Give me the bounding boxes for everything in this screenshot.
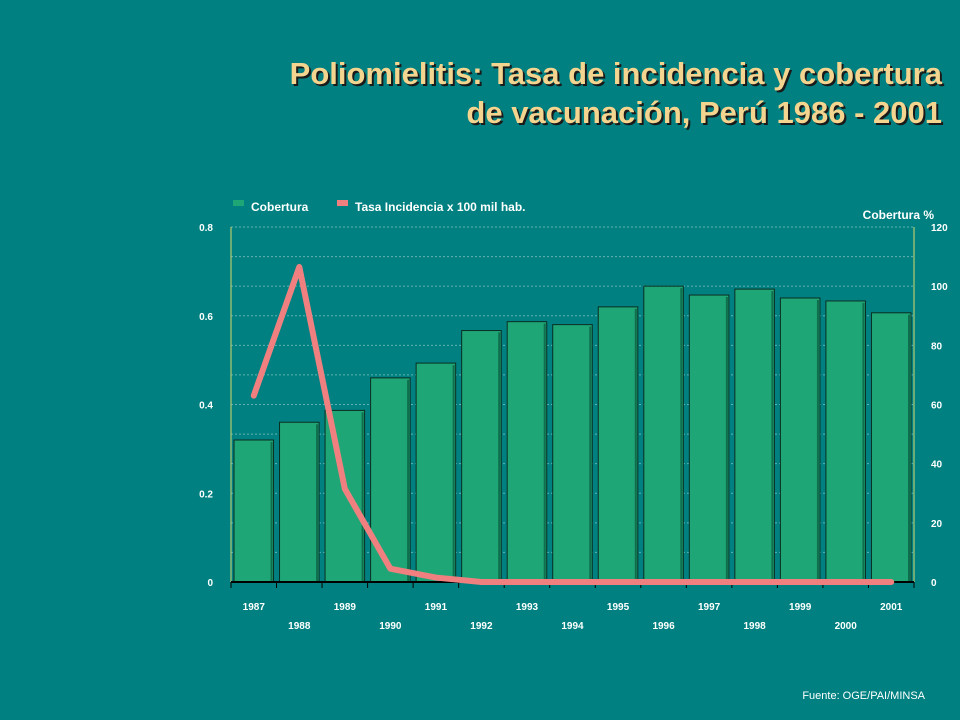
x-label-1990: 1990 bbox=[379, 621, 402, 632]
y-left-label: 0.2 bbox=[199, 489, 213, 500]
y-right-label: 120 bbox=[931, 223, 948, 234]
bar-2001 bbox=[870, 312, 912, 583]
bar-2000 bbox=[825, 300, 866, 583]
x-label-1995: 1995 bbox=[607, 602, 630, 613]
x-label-1996: 1996 bbox=[652, 621, 675, 632]
y-right-label: 0 bbox=[931, 578, 937, 589]
y-right-label: 60 bbox=[931, 401, 943, 412]
legend-swatch-cobertura bbox=[233, 200, 244, 206]
x-label-1999: 1999 bbox=[789, 602, 812, 613]
legend-swatch-incidencia bbox=[337, 200, 348, 206]
bar-1999 bbox=[779, 297, 821, 583]
x-label-1992: 1992 bbox=[470, 621, 493, 632]
x-label-1997: 1997 bbox=[698, 602, 721, 613]
x-label-1987: 1987 bbox=[243, 602, 266, 613]
bar-1992 bbox=[461, 330, 502, 583]
bar-1996 bbox=[643, 285, 684, 583]
y-left-label: 0 bbox=[207, 578, 213, 589]
chart-title-line2: de vacunación, Perú 1986 - 2001 bbox=[466, 95, 942, 130]
bar-1995 bbox=[597, 306, 639, 583]
bar-1990 bbox=[370, 377, 411, 583]
x-label-2001: 2001 bbox=[880, 602, 903, 613]
bar-1987 bbox=[233, 439, 275, 583]
x-label-1989: 1989 bbox=[334, 602, 357, 613]
x-label-2000: 2000 bbox=[835, 621, 858, 632]
legend-label-incidencia: Tasa Incidencia x 100 mil hab. bbox=[355, 200, 526, 214]
chart-title: Poliomielitis: Tasa de incidencia y cobe… bbox=[290, 54, 942, 132]
x-label-1993: 1993 bbox=[516, 602, 539, 613]
bar-1998 bbox=[734, 288, 775, 583]
chart-title-line1: Poliomielitis: Tasa de incidencia y cobe… bbox=[289, 56, 942, 91]
y-right-label: 80 bbox=[931, 341, 943, 352]
bar-1997 bbox=[688, 294, 730, 583]
y-left-label: 0.4 bbox=[199, 401, 213, 412]
y-right-title: Cobertura % bbox=[863, 208, 935, 222]
bar-1988 bbox=[279, 421, 320, 583]
y-left-label: 0.8 bbox=[199, 223, 213, 234]
bar-1991 bbox=[415, 362, 457, 583]
bar-1993 bbox=[506, 321, 548, 583]
bar-1994 bbox=[552, 324, 593, 583]
y-left-label: 0.6 bbox=[199, 312, 213, 323]
incidence-line bbox=[250, 263, 895, 585]
y-right-label: 20 bbox=[931, 519, 943, 530]
x-label-1998: 1998 bbox=[744, 621, 767, 632]
y-right-label: 100 bbox=[931, 282, 948, 293]
x-label-1991: 1991 bbox=[425, 602, 448, 613]
x-label-1988: 1988 bbox=[288, 621, 311, 632]
x-label-1994: 1994 bbox=[561, 621, 584, 632]
source-note: Fuente: OGE/PAI/MINSA bbox=[802, 690, 925, 702]
y-right-label: 40 bbox=[931, 460, 943, 471]
legend-label-cobertura: Cobertura bbox=[251, 200, 309, 214]
